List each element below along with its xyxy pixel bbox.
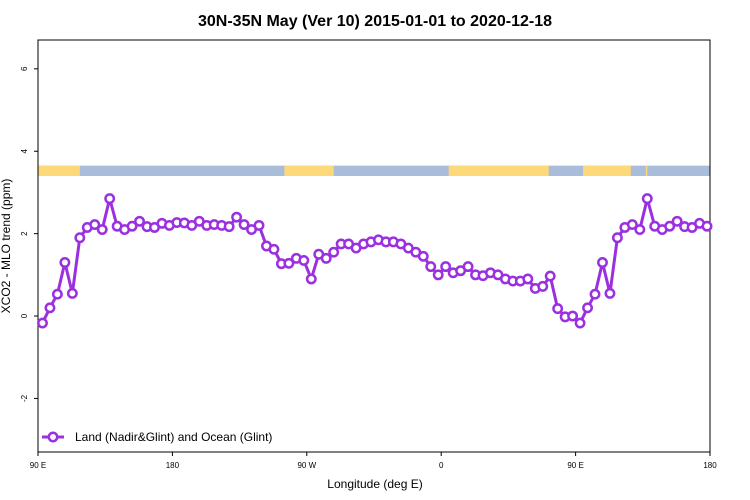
data-point <box>104 193 116 205</box>
data-point <box>440 261 452 273</box>
data-point <box>589 288 601 300</box>
data-point <box>66 287 78 299</box>
legend-label: Land (Nadir&Glint) and Ocean (Glint) <box>75 430 272 444</box>
land-band-segment <box>645 165 648 176</box>
data-point <box>44 302 56 314</box>
data-point <box>604 287 616 299</box>
land-ocean-band <box>38 165 710 176</box>
x-tick-label: 0 <box>439 461 444 470</box>
plot-frame <box>37 39 711 453</box>
x-tick-label: 180 <box>166 461 180 470</box>
data-point <box>462 261 474 273</box>
data-point <box>305 273 317 285</box>
y-tick-label: 0 <box>20 313 29 318</box>
data-point <box>634 224 646 235</box>
data-point <box>701 220 713 232</box>
data-point <box>641 193 653 205</box>
data-point <box>611 232 623 244</box>
data-point <box>671 215 683 227</box>
data-point <box>283 257 295 269</box>
data-point <box>268 243 280 255</box>
legend-marker-swatch <box>47 431 59 443</box>
data-point <box>74 232 86 244</box>
data-point <box>432 269 444 281</box>
data-point <box>96 224 108 235</box>
y-axis-label: XCO2 - MLO trend (ppm) <box>0 179 13 314</box>
data-point <box>231 211 243 223</box>
x-tick-label: 90 W <box>297 461 316 470</box>
legend: Land (Nadir&Glint) and Ocean (Glint) <box>42 430 272 444</box>
data-point <box>417 250 429 262</box>
data-point <box>664 220 676 232</box>
land-band-segment <box>583 165 631 176</box>
data-point <box>238 219 250 231</box>
data-point <box>552 303 564 315</box>
data-point <box>253 219 265 231</box>
data-point <box>89 219 101 231</box>
x-tick-label: 90 E <box>30 461 46 470</box>
data-point <box>567 310 579 322</box>
data-point <box>37 317 48 329</box>
data-point <box>59 257 71 268</box>
data-point <box>134 215 145 227</box>
data-point <box>320 252 332 264</box>
data-point <box>597 257 608 268</box>
land-band-segment <box>38 165 80 176</box>
data-point <box>582 302 593 314</box>
ocean-band <box>38 165 710 176</box>
y-axis-ticks: -2 0 2 4 6 <box>20 66 38 402</box>
land-band-segment <box>448 165 549 176</box>
series-layer <box>37 193 713 329</box>
data-point <box>537 280 549 292</box>
data-point <box>425 261 437 273</box>
data-point <box>544 270 556 282</box>
data-point <box>626 219 638 231</box>
x-tick-label: 90 E <box>567 461 583 470</box>
y-tick-label: 2 <box>20 231 29 236</box>
y-tick-label: -2 <box>20 394 29 402</box>
data-point <box>574 317 586 329</box>
data-point <box>223 221 235 233</box>
data-point <box>126 220 138 232</box>
data-point <box>328 246 340 258</box>
data-point <box>522 273 534 285</box>
chart-title: 30N-35N May (Ver 10) 2015-01-01 to 2020-… <box>198 13 552 30</box>
x-axis-ticks: 90 E 180 90 W 0 90 E 180 <box>30 452 717 470</box>
x-axis-label: Longitude (deg E) <box>327 477 422 491</box>
data-point <box>51 288 63 300</box>
x-tick-label: 180 <box>703 461 717 470</box>
land-band-segment <box>284 165 334 176</box>
data-point <box>298 254 310 266</box>
y-tick-label: 4 <box>20 148 29 153</box>
y-tick-label: 6 <box>20 66 29 71</box>
